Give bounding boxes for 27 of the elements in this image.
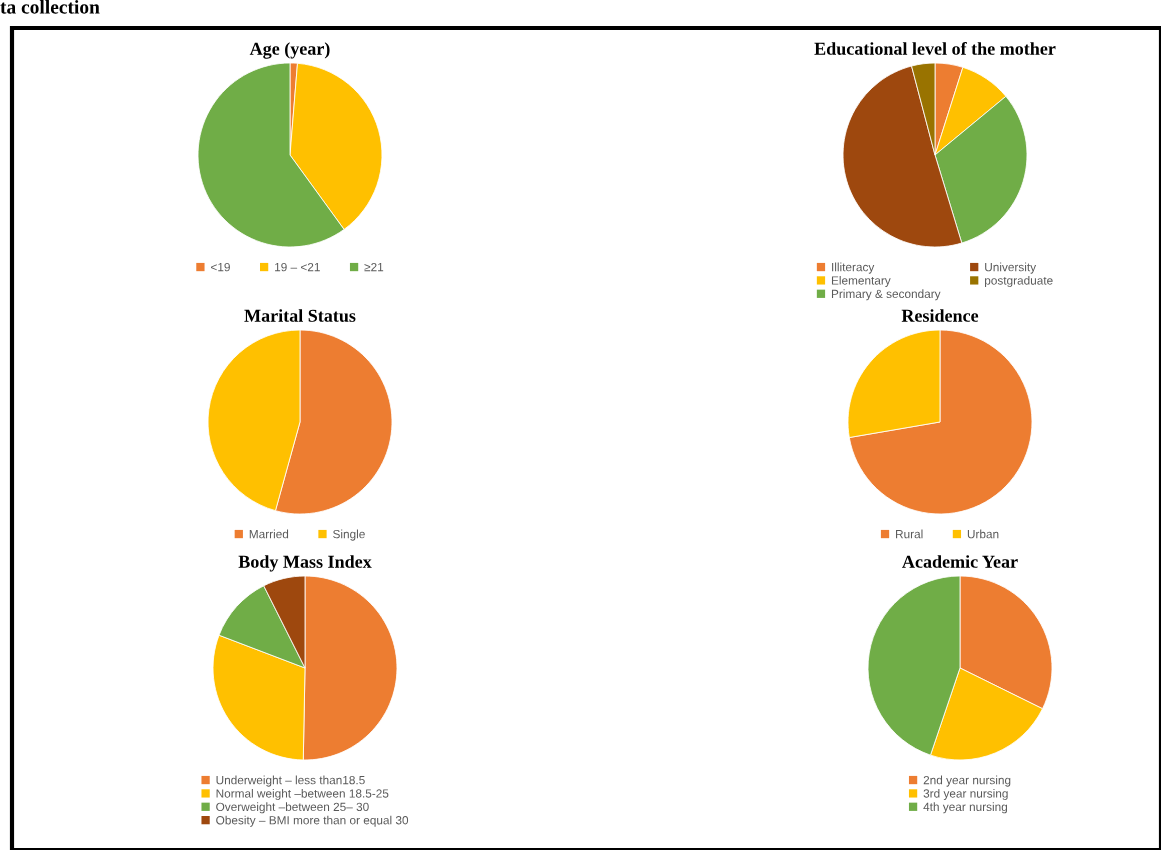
chart-title: Marital Status: [244, 309, 356, 322]
legend-label: University: [985, 262, 1037, 274]
legend-label: Overweight –between 25– 30: [216, 802, 369, 814]
legend-label: 3rd year nursing: [923, 788, 1008, 800]
chart-title: Educational level of the mother: [814, 41, 1056, 55]
pie-slice: [848, 329, 1033, 515]
legend-label: Primary & secondary: [831, 289, 941, 301]
chart-title: Residence: [901, 309, 979, 322]
legend-label: Single: [333, 529, 365, 541]
legend-label: 4th year nursing: [923, 802, 1008, 814]
legend-label: Urban: [967, 529, 999, 539]
legend-label: Normal weight –between 18.5-25: [216, 788, 389, 800]
legend-label: 19 – <21: [275, 262, 320, 272]
legend-label: Obesity – BMI more than or equal 30: [216, 815, 409, 827]
legend-label: <19: [211, 262, 230, 272]
legend-label: Married: [249, 529, 289, 539]
chart-title: Age (year): [249, 42, 330, 59]
legend-label: Underweight – less than18.5: [216, 775, 365, 787]
legend-label: Rural: [896, 529, 923, 539]
chart-title: Body Mass Index: [238, 555, 372, 572]
text: ta collection: [0, 0, 100, 14]
legend-label: ≥21: [364, 262, 384, 272]
legend-label: postgraduate: [985, 275, 1053, 287]
legend-label: 2nd year nursing: [923, 775, 1011, 787]
chart-title: Academic Year: [902, 555, 1018, 568]
legend-label: Illiteracy: [832, 262, 875, 274]
legend-label: Elementary: [831, 275, 891, 287]
